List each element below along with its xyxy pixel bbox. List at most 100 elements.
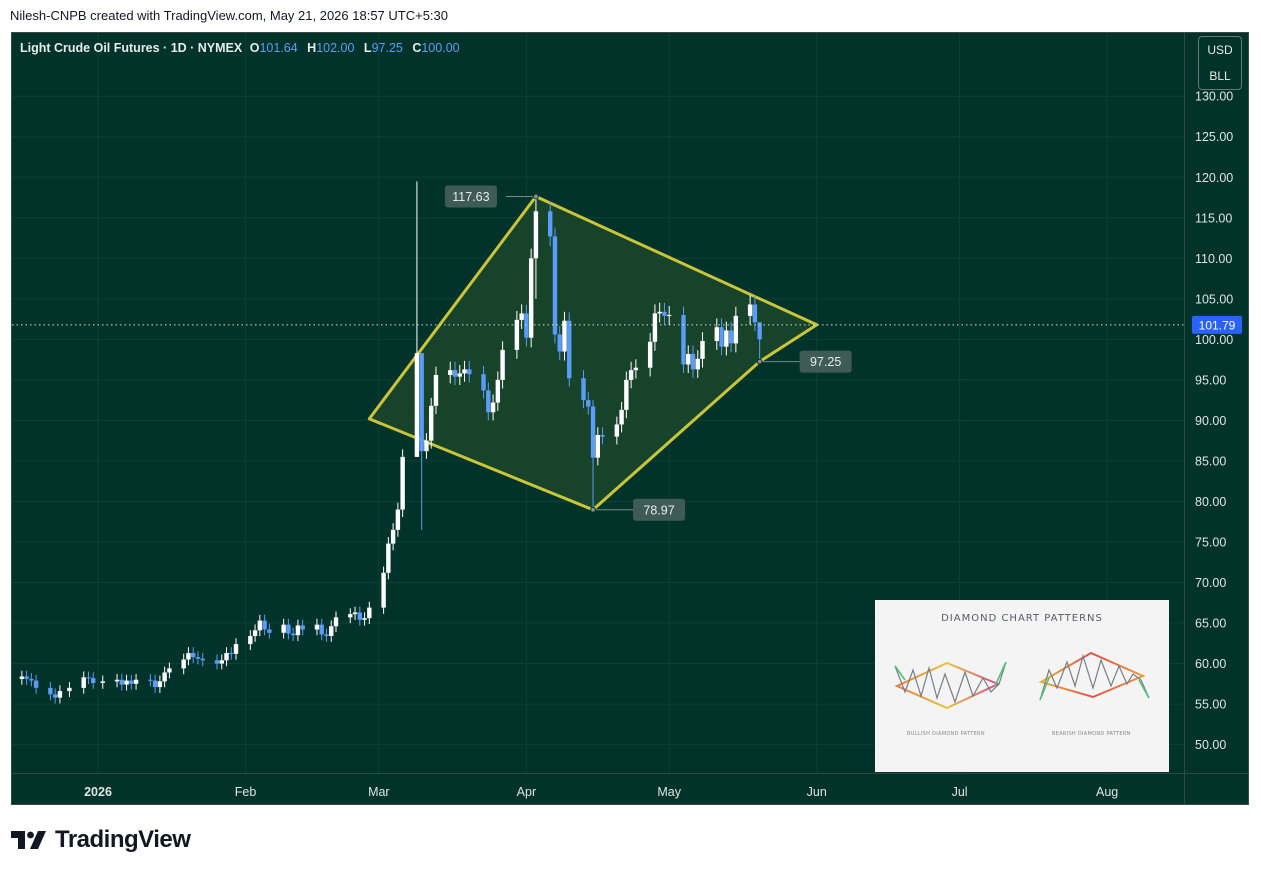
candle-body[interactable] (581, 378, 586, 401)
candle-body[interactable] (357, 612, 362, 620)
candle-body[interactable] (486, 390, 491, 413)
candle-body[interactable] (681, 315, 686, 365)
candle-body[interactable] (57, 691, 63, 698)
candle-body[interactable] (614, 424, 620, 437)
candle-body[interactable] (133, 679, 139, 684)
symbol-name[interactable]: Light Crude Oil Futures · 1D · NYMEX (20, 41, 243, 55)
candle-body[interactable] (747, 304, 753, 316)
candle-body[interactable] (257, 620, 263, 631)
candle-body[interactable] (129, 680, 134, 684)
candle-body[interactable] (214, 660, 220, 664)
candle-body[interactable] (181, 659, 186, 669)
diamond-pattern[interactable] (367, 195, 819, 512)
candle-body[interactable] (367, 607, 372, 619)
candle-body[interactable] (324, 634, 329, 636)
candle-body[interactable] (86, 677, 91, 679)
candle-body[interactable] (300, 625, 305, 630)
candle-body[interactable] (381, 572, 386, 608)
candle-body[interactable] (519, 313, 524, 320)
candle-body[interactable] (267, 629, 272, 633)
candle-body[interactable] (348, 614, 353, 618)
candle-body[interactable] (647, 341, 653, 368)
candle-body[interactable] (462, 369, 467, 374)
candle-body[interactable] (624, 379, 629, 410)
candle-body[interactable] (219, 660, 224, 664)
candle-body[interactable] (248, 635, 253, 645)
candle-body[interactable] (386, 543, 391, 573)
candle-body[interactable] (100, 681, 105, 684)
candle-body[interactable] (457, 373, 462, 377)
candle-body[interactable] (724, 330, 729, 347)
candle-body[interactable] (752, 304, 758, 323)
candle-body[interactable] (652, 313, 658, 342)
candle-body[interactable] (657, 311, 662, 314)
candle-body[interactable] (281, 624, 286, 633)
candle-body[interactable] (490, 402, 496, 413)
tradingview-logo[interactable]: TradingView (11, 826, 191, 854)
candle-body[interactable] (24, 676, 29, 679)
candle-body[interactable] (124, 680, 129, 685)
candle-body[interactable] (286, 624, 291, 634)
candle-body[interactable] (262, 620, 267, 630)
candle-body[interactable] (352, 612, 358, 615)
candle-body[interactable] (719, 327, 724, 347)
candle-body[interactable] (329, 626, 334, 636)
candle-body[interactable] (333, 617, 339, 627)
candle-body[interactable] (548, 211, 553, 237)
candle-body[interactable] (728, 330, 734, 344)
candle-body[interactable] (686, 353, 691, 365)
candle-body[interactable] (619, 409, 624, 425)
candle-body[interactable] (224, 653, 229, 661)
candle-body[interactable] (700, 340, 705, 359)
candle-body[interactable] (290, 633, 296, 636)
candle-body[interactable] (500, 349, 505, 380)
candle-body[interactable] (390, 529, 396, 544)
symbol-legend[interactable]: Light Crude Oil Futures · 1D · NYMEX O10… (20, 41, 466, 55)
candle-body[interactable] (314, 624, 320, 630)
candle-body[interactable] (19, 676, 25, 679)
candle-body[interactable] (200, 658, 205, 661)
candle-body[interactable] (119, 679, 124, 685)
candle-body[interactable] (590, 406, 596, 458)
candle-body[interactable] (252, 630, 258, 636)
candle-body[interactable] (533, 211, 539, 259)
candle-body[interactable] (229, 653, 234, 655)
candle-body[interactable] (452, 370, 458, 377)
candle-body[interactable] (595, 434, 600, 458)
candle-body[interactable] (424, 440, 429, 452)
candle-body[interactable] (695, 358, 700, 370)
candle-body[interactable] (186, 653, 191, 660)
candle-body[interactable] (433, 375, 439, 406)
candle-body[interactable] (662, 311, 667, 316)
candle-body[interactable] (414, 353, 420, 457)
candle-body[interactable] (690, 353, 696, 370)
candle-body[interactable] (633, 367, 639, 371)
candle-body[interactable] (467, 369, 472, 375)
candle-body[interactable] (567, 320, 572, 379)
chart-canvas[interactable]: 101.79 130.00 125.00 120.00 115.00 110.00 105.… (12, 33, 1248, 804)
candle-body[interactable] (495, 379, 501, 403)
candle-body[interactable] (91, 678, 96, 684)
candle-body[interactable] (552, 236, 558, 335)
candle-body[interactable] (167, 668, 172, 673)
candle-body[interactable] (233, 644, 239, 654)
candle-body[interactable] (29, 678, 34, 681)
candle-body[interactable] (152, 680, 158, 688)
candle-body[interactable] (52, 694, 58, 698)
candle-body[interactable] (195, 657, 201, 659)
candle-body[interactable] (524, 313, 529, 338)
candle-body[interactable] (395, 509, 401, 530)
candle-body[interactable] (162, 672, 167, 682)
candle-body[interactable] (148, 679, 153, 681)
candle-body[interactable] (319, 624, 324, 635)
chart-frame[interactable]: 101.79 130.00 125.00 120.00 115.00 110.00 105.… (11, 32, 1249, 805)
candle-body[interactable] (714, 327, 719, 341)
candle-body[interactable] (419, 353, 424, 452)
candle-body[interactable] (114, 679, 120, 682)
candle-body[interactable] (191, 653, 196, 658)
candle-body[interactable] (48, 687, 53, 695)
candle-body[interactable] (481, 374, 486, 391)
candle-body[interactable] (628, 370, 634, 380)
candle-body[interactable] (157, 681, 163, 688)
candle-body[interactable] (586, 400, 591, 407)
